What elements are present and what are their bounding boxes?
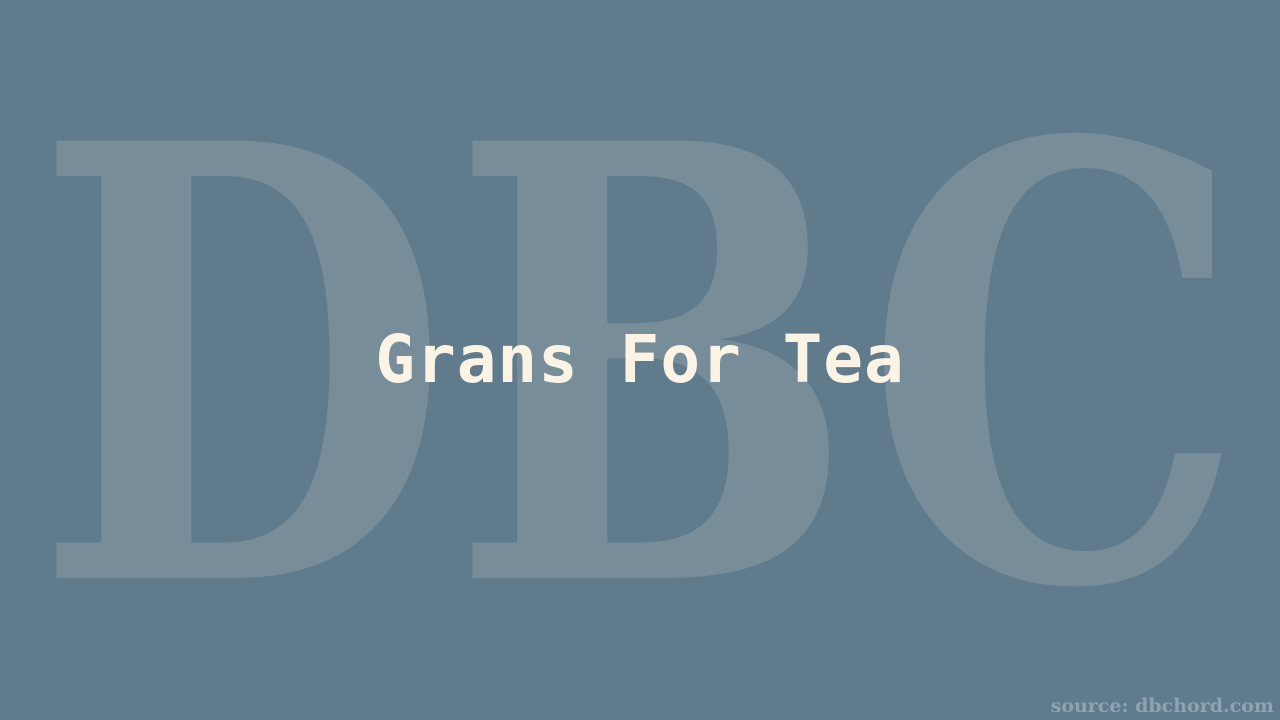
song-title: Grans For Tea <box>375 321 905 398</box>
source-credit: source: dbchord.com <box>1050 695 1274 717</box>
